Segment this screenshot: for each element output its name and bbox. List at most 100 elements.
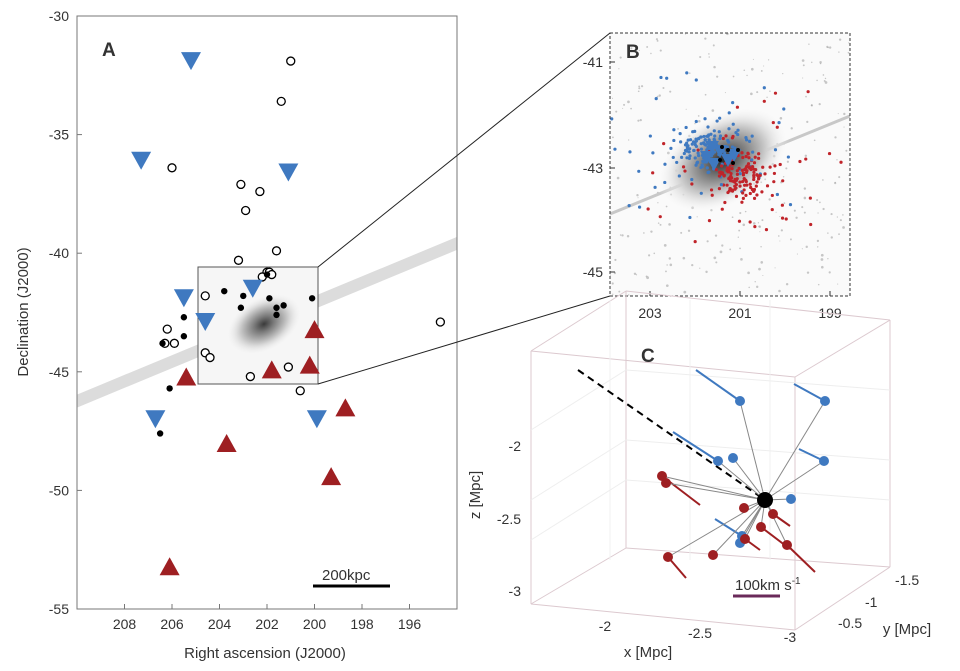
field-star (715, 261, 718, 264)
field-star (615, 110, 618, 113)
red-star-point (737, 219, 742, 223)
field-star (685, 108, 687, 110)
red-star-point (724, 134, 728, 138)
red-star-point (740, 151, 744, 155)
field-star (819, 201, 821, 204)
blue-star-point (690, 142, 694, 146)
field-star (640, 85, 644, 88)
field-star (803, 196, 807, 200)
blue-star-point (725, 145, 729, 149)
c-ray (739, 400, 766, 501)
field-star (768, 198, 771, 201)
blue-star-point (705, 134, 709, 138)
blue-star-point (697, 136, 701, 140)
field-star (808, 43, 810, 45)
blue-star-point (653, 185, 657, 189)
field-star (668, 223, 671, 226)
field-star (622, 107, 624, 109)
red-star-point (770, 207, 774, 212)
red-star-point (723, 200, 727, 205)
c-box-edge (625, 547, 891, 568)
blue-star-point (697, 153, 701, 158)
panel-c-ticks: -2-2.5-3-2 -2.5 -3-1.5-1-0.5 (497, 438, 919, 645)
blue-star-point (712, 138, 716, 142)
blue-star-point (719, 183, 724, 187)
blue-triangle-point (707, 158, 721, 171)
red-star-point (763, 172, 767, 176)
field-star (827, 258, 829, 260)
red-star-point (710, 193, 714, 197)
filled-circle-point (166, 385, 173, 392)
blue-triangle-point (242, 279, 263, 298)
blue-star-point (692, 148, 696, 153)
blue-star-point (702, 134, 706, 139)
field-star (748, 286, 750, 289)
field-star (646, 276, 650, 280)
c-box-edge (530, 603, 796, 631)
field-star (779, 216, 781, 218)
blue-star-point (727, 111, 731, 115)
panel-c: -2-2.5-3-2 -2.5 -3-1.5-1-0.5 C 100km s-1 z… (467, 290, 931, 661)
open-circle-point (233, 255, 244, 265)
field-star (813, 139, 816, 142)
field-star (619, 234, 622, 236)
field-star (842, 214, 844, 216)
red-star-point (778, 162, 782, 167)
blue-star-point (654, 97, 658, 101)
field-star (801, 206, 804, 209)
blue-star-point (705, 166, 709, 170)
x-tick-label: 200 (303, 616, 327, 632)
red-star-point (714, 168, 718, 172)
field-star (711, 109, 715, 112)
panel-a-scale-bar-label: 200kpc (322, 567, 371, 584)
red-star-point (772, 180, 776, 184)
field-star (790, 238, 792, 241)
field-star (737, 236, 739, 238)
panel-c-label: C (641, 346, 655, 367)
field-star (669, 90, 672, 93)
field-star (816, 239, 820, 243)
red-star-point (752, 161, 757, 165)
blue-triangle-point (705, 141, 719, 154)
blue-star-point (686, 138, 690, 142)
x-tick-label: 198 (350, 616, 374, 632)
blue-star-point (718, 116, 722, 120)
field-star (643, 232, 645, 234)
red-star-point (741, 173, 746, 177)
field-star (713, 256, 717, 260)
b-y-tick-label: -45 (583, 264, 603, 280)
c-z-tick-label: -2.5 (497, 511, 521, 527)
blue-triangle-point (306, 410, 327, 429)
field-star (637, 119, 640, 122)
field-star (666, 264, 668, 266)
filled-circle-point (308, 295, 316, 302)
red-star-point (748, 191, 752, 196)
field-star (802, 64, 805, 67)
field-star (828, 271, 831, 274)
velocity-bar-exponent: -1 (792, 576, 801, 587)
field-star (816, 198, 819, 202)
filled-circle-point (273, 304, 280, 311)
x-tick-label: 206 (160, 616, 184, 632)
y-tick-label: -55 (49, 601, 69, 617)
red-triangle-point (335, 398, 356, 417)
blue-star-point (718, 136, 722, 141)
red-star-point (734, 182, 739, 187)
c-box-edge (794, 319, 891, 378)
blue-star-point (777, 120, 781, 125)
field-star (740, 258, 743, 261)
red-star-point (804, 157, 808, 161)
field-star (636, 194, 639, 197)
field-star (822, 179, 824, 181)
c-grid-line (625, 439, 891, 461)
blue-star-point (706, 125, 710, 129)
b-y-tick-label: -41 (583, 54, 603, 70)
red-star-point (761, 165, 765, 169)
blue-star-point (703, 117, 707, 121)
field-star (646, 46, 649, 48)
field-star (705, 270, 708, 274)
blue-star-point (651, 151, 655, 155)
red-star-point (764, 228, 769, 232)
field-star (834, 136, 837, 139)
field-star (688, 72, 691, 74)
